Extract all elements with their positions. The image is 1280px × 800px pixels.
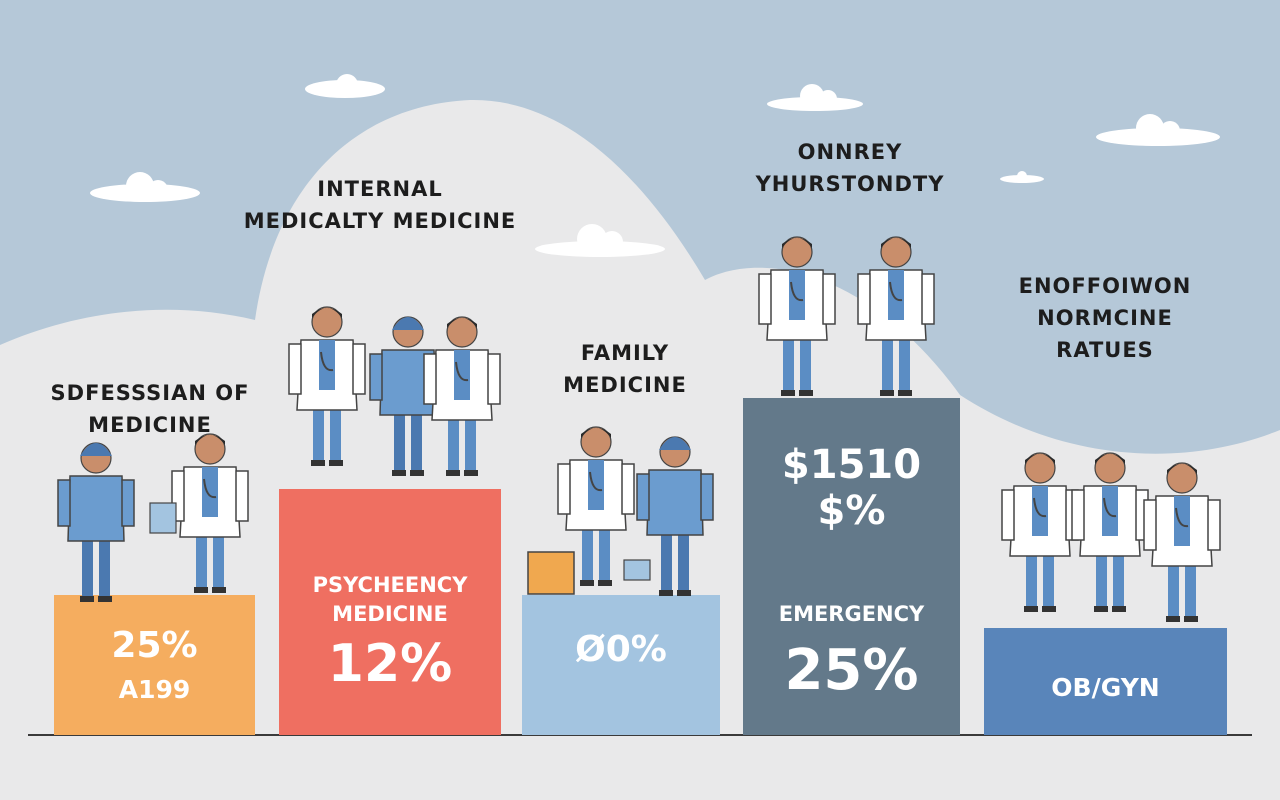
column-1-title: SDFESSSIAN OF MEDICINE <box>20 377 280 441</box>
box-value: 25% <box>111 625 198 666</box>
box-text: OB/GYN <box>1051 673 1160 702</box>
column-2-box: PSYCHEENCY MEDICINE 12% <box>279 489 501 735</box>
title-line: MEDICINE <box>563 373 687 397</box>
box-value: Ø0% <box>575 629 667 670</box>
title-line: RATUES <box>1056 338 1154 362</box>
title-line: MEDICALTY MEDICINE <box>243 209 517 233</box>
box-value: $1510 <box>781 442 922 488</box>
cloud-icon <box>90 74 1220 257</box>
column-2-title: INTERNAL MEDICALTY MEDICINE <box>230 173 530 237</box>
title-line: YHURSTONDTY <box>755 172 945 196</box>
column-3-title: FAMILY MEDICINE <box>525 337 725 401</box>
title-line: ENOFFOIWON <box>1018 274 1192 298</box>
column-3-box: Ø0% <box>522 595 720 735</box>
title-line: NORMCINE <box>1037 306 1173 330</box>
box-text: A199 <box>118 675 191 704</box>
title-line: SDFESSSIAN OF <box>50 381 250 405</box>
box-text: EMERGENCY <box>778 602 925 626</box>
title-line: ONNREY <box>797 140 903 164</box>
column-5-box: OB/GYN <box>984 628 1227 735</box>
title-line: MEDICINE <box>88 413 212 437</box>
column-1-box: 25% A199 <box>54 595 255 735</box>
title-line: FAMILY <box>580 341 670 365</box>
box-text: MEDICINE <box>332 602 448 626</box>
box-text: PSYCHEENCY <box>312 573 468 597</box>
title-line: INTERNAL <box>317 177 443 201</box>
box-value: 12% <box>327 634 453 694</box>
box-value: 25% <box>784 638 919 703</box>
column-4-title: ONNREY YHURSTONDTY <box>720 136 980 200</box>
column-4-box: $1510 $% EMERGENCY 25% <box>743 398 960 735</box>
box-value: $% <box>817 488 886 534</box>
column-5-title: ENOFFOIWON NORMCINE RATUES <box>985 270 1225 366</box>
